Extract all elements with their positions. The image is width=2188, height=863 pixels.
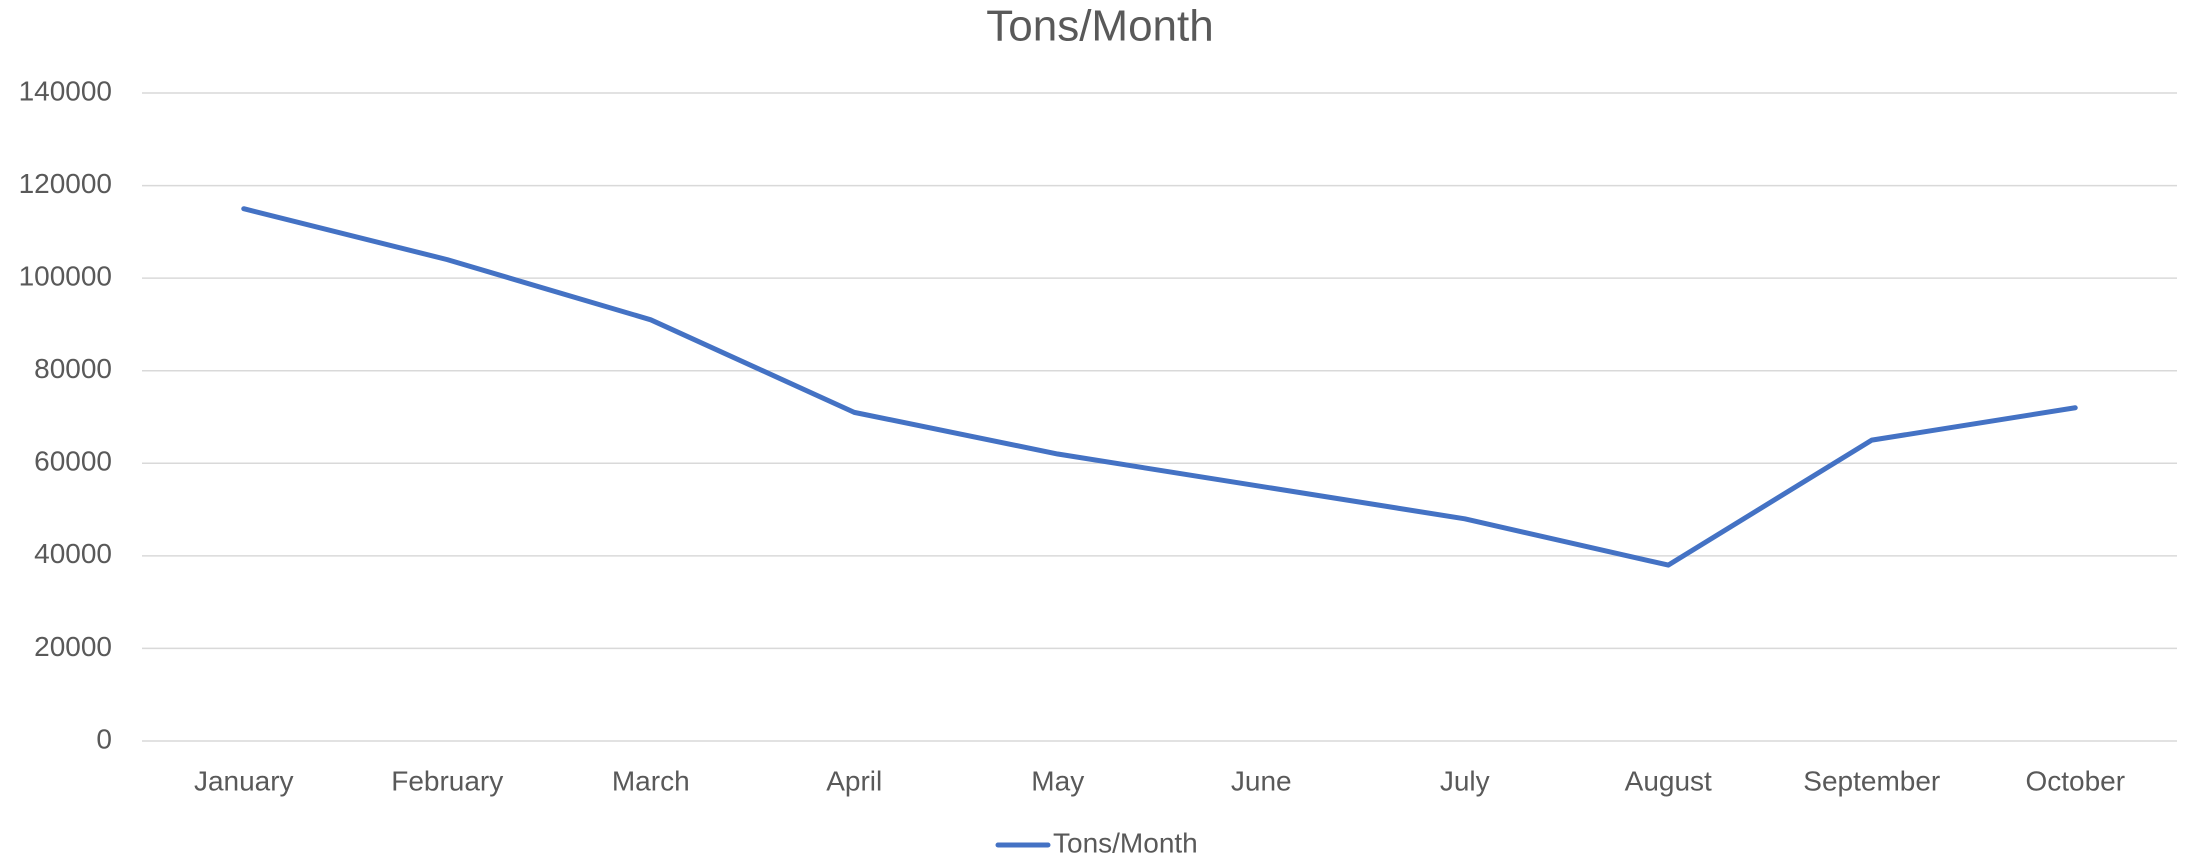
legend-label: Tons/Month: [1053, 827, 1198, 858]
line-series: [241, 206, 2078, 568]
y-tick-label: 60000: [34, 446, 112, 477]
x-tick-label: July: [1440, 765, 1490, 796]
y-tick-label: 20000: [34, 631, 112, 662]
x-tick-label: September: [1803, 765, 1940, 796]
x-tick-label: February: [391, 765, 503, 796]
x-tick-label: August: [1625, 765, 1712, 796]
y-tick-label: 80000: [34, 353, 112, 384]
x-tick-label: April: [826, 765, 882, 796]
y-tick-label: 100000: [19, 261, 112, 292]
x-tick-label: May: [1031, 765, 1084, 796]
x-tick-label: June: [1231, 765, 1292, 796]
y-tick-label: 0: [96, 723, 112, 754]
x-tick-label: October: [2025, 765, 2125, 796]
chart-title: Tons/Month: [986, 2, 1213, 51]
x-tick-label: March: [612, 765, 690, 796]
y-tick-label: 140000: [19, 75, 112, 106]
x-tick-label: January: [194, 765, 294, 796]
y-tick-label: 120000: [19, 168, 112, 199]
y-tick-label: 40000: [34, 538, 112, 569]
